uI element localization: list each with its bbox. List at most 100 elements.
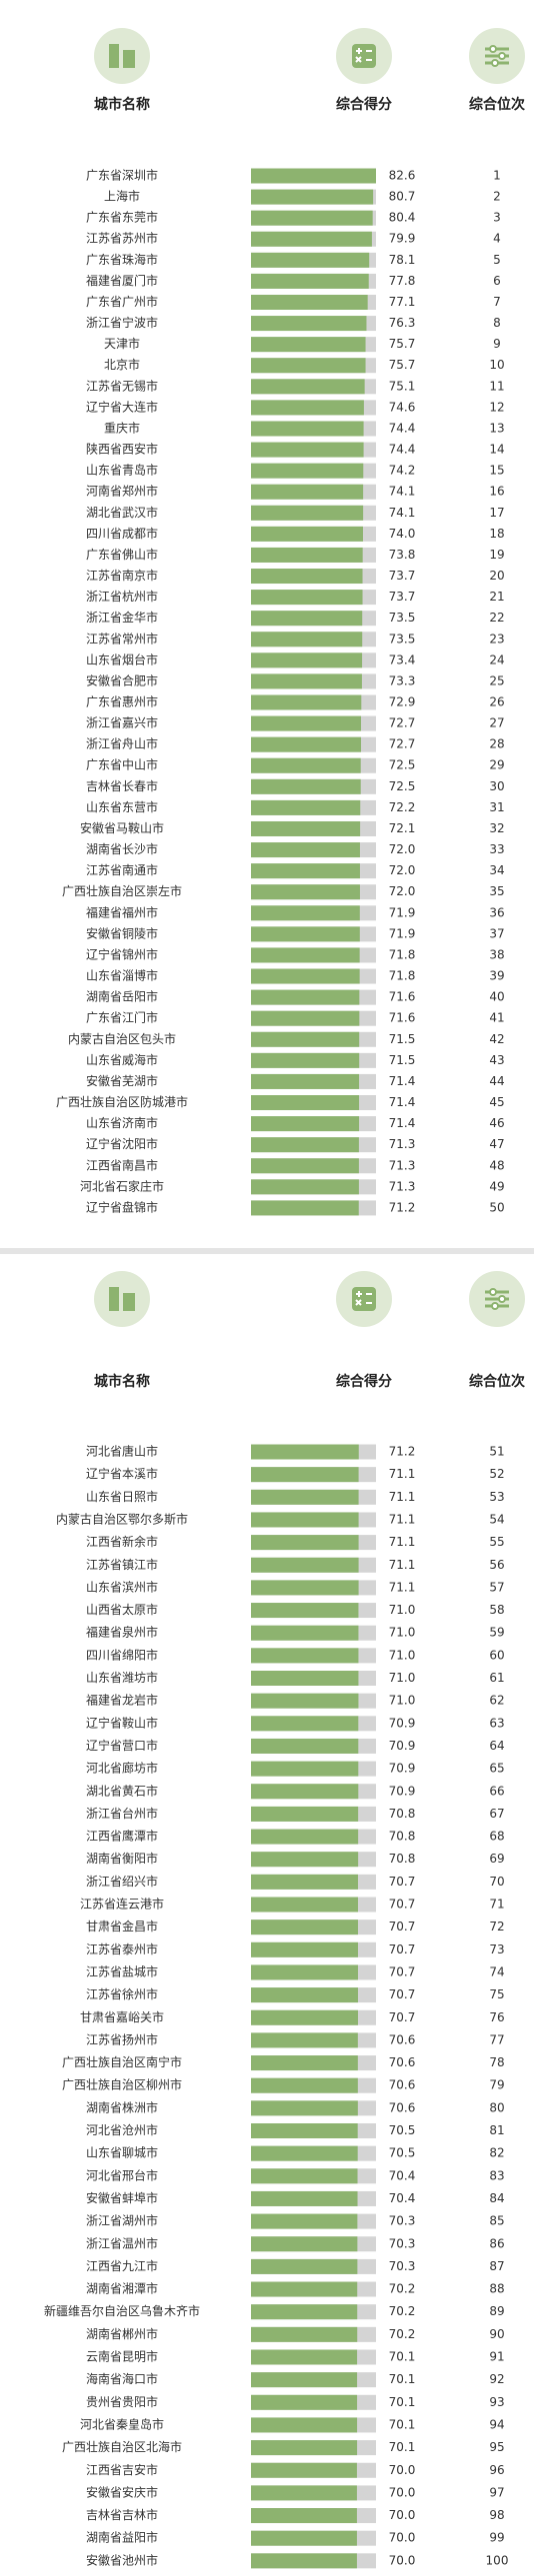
city-name: 浙江省嘉兴市 (86, 715, 158, 730)
score-bar (251, 2213, 358, 2229)
icon-shape (109, 44, 119, 68)
rank: 7 (493, 295, 501, 309)
score: 71.8 (389, 969, 416, 983)
city-name: 江苏省镇江市 (86, 1557, 158, 1572)
city-name: 江苏省泰州市 (86, 1941, 158, 1956)
score-bar (251, 799, 361, 815)
score-bar (251, 1489, 359, 1505)
city-name: 湖北省黄石市 (86, 1783, 158, 1798)
rank: 89 (489, 2304, 504, 2318)
rank: 90 (489, 2327, 504, 2341)
city-name: 湖南省益阳市 (86, 2530, 158, 2545)
score-bar (251, 1761, 359, 1777)
city-name: 山东省聊城市 (86, 2145, 158, 2160)
score-bar (251, 1738, 359, 1754)
rank: 9 (493, 337, 501, 351)
score: 70.7 (389, 1942, 416, 1956)
city-name: 山东省青岛市 (86, 463, 158, 478)
rank: 81 (489, 2123, 504, 2137)
city-name: 广西壮族自治区南宁市 (62, 2054, 182, 2069)
score-bar (251, 2190, 358, 2206)
score: 71.6 (389, 1011, 416, 1025)
rank: 40 (489, 990, 504, 1004)
score-bar (251, 2100, 358, 2116)
city-name: 吉林省长春市 (86, 778, 158, 793)
column-header: 综合位次 (469, 96, 525, 113)
score: 71.3 (389, 1137, 416, 1151)
rank: 2 (493, 190, 501, 204)
score-bar (251, 337, 366, 353)
rank: 38 (489, 947, 504, 961)
rank: 35 (489, 884, 504, 898)
score-bar (251, 652, 363, 668)
rank: 44 (489, 1074, 504, 1088)
rank: 29 (489, 758, 504, 772)
column-header: 城市名称 (94, 1373, 150, 1390)
score-bar (251, 358, 366, 374)
rank: 5 (493, 253, 501, 267)
score-bar (251, 2462, 357, 2478)
rank: 100 (486, 2553, 509, 2567)
score-bar (251, 1625, 359, 1641)
score: 71.0 (389, 1626, 416, 1640)
score: 70.2 (389, 2282, 416, 2296)
score-bar (251, 1671, 359, 1686)
score-bar (251, 1603, 359, 1619)
rank: 80 (489, 2100, 504, 2114)
city-name: 浙江省金华市 (86, 610, 158, 625)
rank: 23 (489, 632, 504, 645)
rank: 34 (489, 863, 504, 877)
rank: 1 (493, 169, 501, 183)
icon-shape (491, 59, 499, 67)
rank: 62 (489, 1694, 504, 1708)
city-name: 江西省新余市 (86, 1534, 158, 1549)
rank: 94 (489, 2417, 504, 2431)
city-name: 河北省邢台市 (86, 2167, 158, 2182)
score: 70.2 (389, 2304, 416, 2318)
rank: 31 (489, 800, 504, 814)
score-bar (251, 632, 363, 647)
score: 74.0 (389, 527, 416, 541)
score: 72.1 (389, 821, 416, 835)
score: 72.7 (389, 716, 416, 730)
city-name: 辽宁省大连市 (86, 399, 158, 414)
score: 71.9 (389, 905, 416, 919)
score-bar (251, 1073, 360, 1089)
score-bar (251, 905, 360, 921)
score: 75.7 (389, 358, 416, 372)
score: 70.4 (389, 2168, 416, 2182)
rank: 85 (489, 2214, 504, 2228)
rank: 60 (489, 1648, 504, 1662)
score-bar (251, 1874, 358, 1890)
score-bar (251, 1829, 359, 1845)
score: 71.0 (389, 1648, 416, 1662)
score: 70.9 (389, 1784, 416, 1798)
city-name: 浙江省台州市 (86, 1806, 158, 1821)
rank: 70 (489, 1875, 504, 1889)
icon-circle (94, 28, 150, 84)
score: 71.1 (389, 1558, 416, 1572)
city-name: 内蒙古自治区包头市 (68, 1031, 176, 1046)
rank: 4 (493, 232, 501, 246)
score-bar (251, 484, 364, 500)
city-name: 吉林省吉林市 (86, 2507, 158, 2522)
score: 80.4 (389, 211, 416, 225)
score: 70.7 (389, 1920, 416, 1933)
city-name: 浙江省舟山市 (86, 736, 158, 751)
score-bar (251, 968, 360, 984)
city-name: 辽宁省沈阳市 (86, 1136, 158, 1151)
rank: 67 (489, 1807, 504, 1821)
city-name: 广东省江门市 (86, 1010, 158, 1025)
score: 70.6 (389, 2100, 416, 2114)
city-name: 江苏省无锡市 (86, 378, 158, 393)
score: 70.3 (389, 2214, 416, 2228)
score-bar (251, 1535, 359, 1551)
icon-shape (352, 1287, 376, 1311)
score-bar (251, 2349, 358, 2365)
rank: 49 (489, 1179, 504, 1193)
rank: 91 (489, 2350, 504, 2364)
rank: 48 (489, 1158, 504, 1172)
city-name: 山东省烟台市 (86, 651, 158, 666)
city-name: 辽宁省本溪市 (86, 1466, 158, 1481)
